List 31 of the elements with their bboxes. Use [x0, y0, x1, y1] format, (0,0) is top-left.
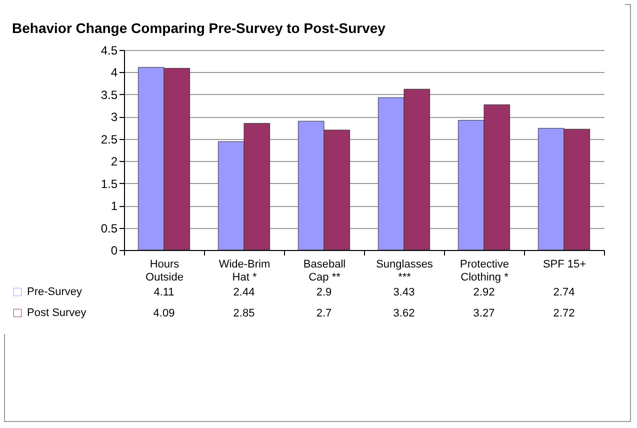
y-tick-label: 3	[110, 110, 118, 124]
y-tick-label: 2	[110, 154, 118, 169]
data-label: 2.7	[316, 308, 332, 320]
y-tick-label: 4.5	[100, 44, 118, 58]
legend-label: Post Survey	[27, 307, 87, 319]
data-label: 2.85	[233, 308, 255, 320]
y-tick-label: 4	[110, 66, 118, 80]
legend-label: Pre-Survey	[27, 286, 83, 298]
x-tick-label: Protective Clothing *	[460, 258, 510, 284]
x-tick-label: Wide-Brim Hat *	[218, 258, 270, 284]
y-tick-label: 2.5	[100, 132, 118, 146]
data-label: 3.27	[473, 308, 495, 320]
data-label: 3.43	[393, 286, 415, 298]
data-label: 2.44	[233, 286, 255, 298]
data-label: 3.62	[393, 308, 415, 320]
y-tick-label: 3.5	[100, 88, 118, 102]
y-tick-label: 0	[110, 244, 118, 258]
x-tick-label: Baseball Cap **	[303, 258, 346, 284]
chart-title: Behavior Change Comparing Pre-Survey to Post-Survey	[12, 20, 386, 36]
data-label: 2.74	[553, 286, 575, 298]
x-tick-label: Hours Outside	[146, 258, 184, 284]
x-tick-label: SPF 15+	[542, 258, 586, 270]
y-tick-label: 0.5	[100, 221, 118, 236]
data-label: 2.92	[473, 286, 495, 298]
data-label: 2.72	[553, 308, 575, 320]
data-label: 4.11	[154, 286, 174, 298]
data-label: 2.9	[316, 286, 332, 298]
y-tick-label: 1	[110, 199, 118, 214]
x-tick-label: Sunglasses ***	[376, 258, 434, 284]
y-tick-label: 1.5	[100, 176, 118, 191]
data-label: 4.09	[153, 308, 175, 320]
